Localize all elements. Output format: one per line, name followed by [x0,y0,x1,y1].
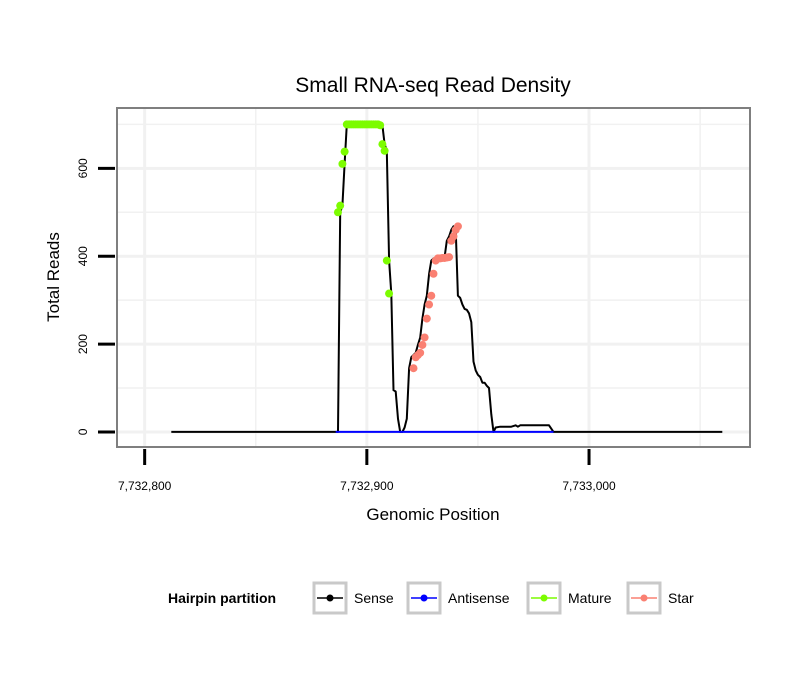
legend-title: Hairpin partition [168,590,276,606]
point-star [416,348,425,357]
point-mature [340,147,349,156]
y-tick-label: 200 [76,334,90,354]
point-mature [376,121,385,130]
y-tick-label: 600 [76,158,90,178]
legend-item-star: Star [626,581,694,615]
point-star [453,222,462,231]
point-mature [338,159,347,168]
chart-title: Small RNA-seq Read Density [295,74,571,97]
point-mature [336,201,345,210]
y-axis-title: Total Reads [44,232,63,322]
legend-item-mature: Mature [526,581,612,615]
legend-label-star: Star [668,590,694,606]
point-star [425,300,434,309]
legend-label-antisense: Antisense [448,590,510,606]
series-points [333,120,462,373]
point-star [427,291,436,300]
legend-point-star [640,594,648,602]
point-star [420,333,429,342]
legend-label-sense: Sense [354,590,394,606]
legend-item-sense: Sense [312,581,394,615]
y-tick-label: 0 [76,428,90,435]
legend-item-antisense: Antisense [406,581,510,615]
legend-point-antisense [420,594,428,602]
x-tick-label: 7,733,000 [562,479,616,493]
point-star [418,340,427,349]
point-mature [380,146,389,155]
point-star [422,314,431,323]
point-star [445,253,454,262]
x-axis-title: Genomic Position [366,505,499,524]
point-star [429,269,438,278]
legend-label-mature: Mature [568,590,612,606]
point-mature [378,140,387,149]
point-star [409,364,418,373]
x-tick-label: 7,732,800 [118,479,172,493]
point-star [449,232,458,241]
legend-point-mature [540,594,548,602]
legend: Hairpin partition Sense Antisense Mature… [168,581,694,615]
x-tick-label: 7,732,900 [340,479,394,493]
y-axis: 0 200 400 600 [76,158,115,435]
point-mature [385,289,394,298]
point-mature [333,208,342,217]
x-axis: 7,732,800 7,732,900 7,733,000 [118,449,616,493]
legend-point-sense [326,594,334,602]
point-mature [382,256,391,265]
y-tick-label: 400 [76,246,90,266]
grid-lines [118,109,749,446]
